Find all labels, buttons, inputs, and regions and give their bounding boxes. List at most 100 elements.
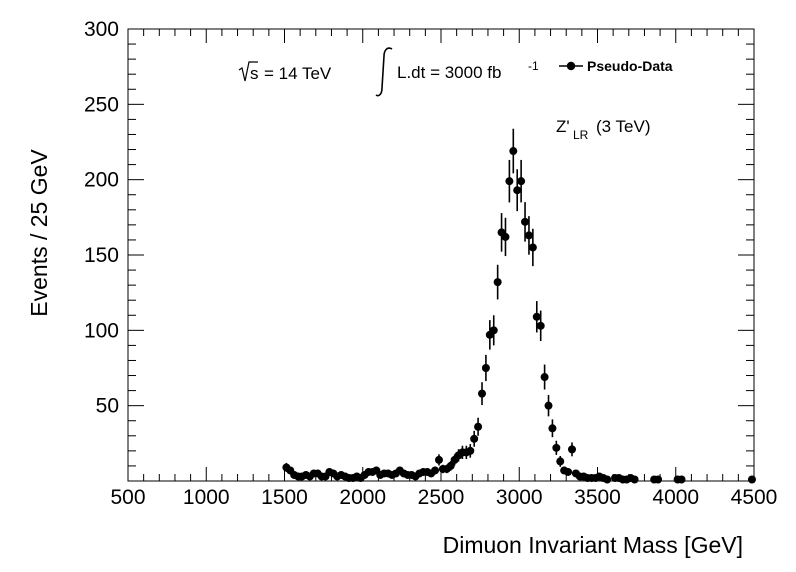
point-marker <box>654 475 663 484</box>
data-point <box>478 382 487 406</box>
axis-ticks: 500 1000 1500 2000 2500 3000 3500 4000 4500 50 100… <box>84 18 777 509</box>
point-marker <box>556 457 565 466</box>
data-points <box>282 128 756 484</box>
x-tick-label: 3000 <box>496 486 543 509</box>
energy-label: = 14 TeV <box>264 64 332 83</box>
data-point <box>544 394 553 417</box>
plot-frame <box>127 28 755 482</box>
point-marker <box>434 455 443 464</box>
data-point <box>630 475 639 484</box>
point-marker <box>540 373 549 382</box>
data-point <box>509 128 518 174</box>
legend-marker <box>566 61 576 71</box>
sqrt-s-annotation: s = 14 TeV <box>238 61 332 83</box>
data-point <box>536 310 545 342</box>
point-marker <box>489 326 498 335</box>
data-point <box>540 364 549 390</box>
point-marker <box>603 475 612 484</box>
point-marker <box>466 446 475 455</box>
point-marker <box>548 424 557 433</box>
point-marker <box>509 147 518 156</box>
data-point <box>603 475 612 484</box>
y-axis-title: Events / 25 GeV <box>26 149 52 317</box>
luminosity-annotation: L.dt = 3000 fb -1 <box>375 47 539 97</box>
y-tick-label: 150 <box>84 244 119 267</box>
point-marker <box>564 467 573 476</box>
data-point <box>446 461 455 471</box>
data-point <box>556 455 565 467</box>
point-marker <box>517 177 526 186</box>
y-tick-label: 300 <box>84 18 119 41</box>
point-marker <box>505 177 514 186</box>
data-point <box>517 159 526 203</box>
data-point <box>567 442 576 457</box>
point-marker <box>630 475 639 484</box>
point-marker <box>677 475 686 484</box>
point-marker <box>567 445 576 454</box>
point-marker <box>552 443 561 452</box>
x-tick-label: 4000 <box>652 486 699 509</box>
point-marker <box>536 321 545 330</box>
data-point <box>505 159 514 203</box>
point-marker <box>521 217 530 226</box>
point-marker <box>524 231 533 240</box>
point-marker <box>431 466 440 475</box>
sqrt-s-label: s <box>250 64 259 83</box>
x-tick-label: 3500 <box>574 486 621 509</box>
point-marker <box>513 186 522 195</box>
x-tick-label: 500 <box>110 486 145 509</box>
x-tick-label: 1000 <box>183 486 230 509</box>
data-point <box>466 444 475 458</box>
data-point <box>654 475 663 484</box>
y-tick-label: 100 <box>84 319 119 342</box>
data-point <box>532 301 541 333</box>
y-tick-label: 50 <box>96 395 119 418</box>
point-marker <box>544 401 553 410</box>
data-point <box>497 213 506 252</box>
data-point <box>501 217 510 257</box>
point-marker <box>481 364 490 372</box>
data-point <box>489 315 498 346</box>
model-label-main: Z' <box>556 117 570 136</box>
luminosity-label: L.dt = 3000 fb <box>397 63 501 82</box>
x-tick-label: 2500 <box>418 486 465 509</box>
data-point <box>474 417 483 436</box>
data-point <box>552 440 561 455</box>
point-marker <box>532 312 541 321</box>
point-marker <box>446 461 455 470</box>
point-marker <box>478 389 487 398</box>
data-point <box>564 467 573 476</box>
x-tick-label: 1500 <box>261 486 308 509</box>
integral-symbol <box>375 47 393 97</box>
model-label-subscript: LR <box>573 128 589 142</box>
y-tick-label: 250 <box>84 93 119 116</box>
y-tick-label: 200 <box>84 169 119 192</box>
x-tick-label: 4500 <box>731 486 778 509</box>
data-point <box>481 354 490 382</box>
data-point <box>431 466 440 475</box>
luminosity-exponent: -1 <box>528 59 539 73</box>
point-marker <box>493 278 502 287</box>
data-point <box>747 475 756 484</box>
data-point <box>677 475 686 484</box>
data-point <box>470 430 479 447</box>
point-marker <box>747 475 756 484</box>
model-label-rest: (3 TeV) <box>596 117 651 136</box>
legend-label: Pseudo-Data <box>587 58 673 74</box>
data-point <box>493 264 502 300</box>
point-marker <box>470 434 479 443</box>
point-marker <box>501 232 510 241</box>
sqrt-symbol <box>238 61 258 82</box>
x-axis-title: Dimuon Invariant Mass [GeV] <box>443 532 743 558</box>
model-annotation: Z' LR (3 TeV) <box>556 117 651 142</box>
x-tick-label: 2000 <box>339 486 386 509</box>
legend: Pseudo-Data <box>559 58 673 74</box>
data-point <box>434 454 443 466</box>
point-marker <box>474 422 483 431</box>
point-marker <box>528 243 537 252</box>
data-point <box>548 419 557 438</box>
data-point <box>528 228 537 267</box>
data-point <box>513 169 522 212</box>
data-point <box>485 320 494 350</box>
